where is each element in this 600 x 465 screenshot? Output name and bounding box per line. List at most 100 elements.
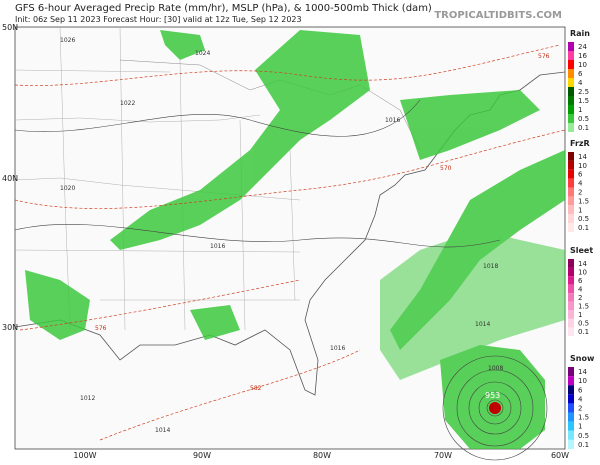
legend-level: 1.5 — [578, 97, 589, 105]
legend-level: 0.5 — [578, 432, 589, 440]
legend-swatch — [568, 394, 574, 404]
legend-swatch — [568, 152, 574, 161]
legend-level: 1.5 — [578, 303, 589, 311]
legend-level: 24 — [578, 43, 587, 51]
legend-swatch — [568, 51, 574, 60]
isobar-label: 1014 — [155, 427, 170, 434]
legend-swatch — [568, 412, 574, 422]
legend-level: 1.5 — [578, 414, 589, 422]
legend-level: 1 — [578, 106, 582, 114]
legend-swatch — [568, 284, 574, 294]
thickness-label: 576 — [95, 325, 107, 332]
legend-swatch — [568, 376, 574, 386]
legend-swatch — [568, 78, 574, 87]
legend-swatch — [568, 123, 574, 132]
legend-level: 1.5 — [578, 197, 589, 205]
legend-swatch — [568, 301, 574, 311]
legend-swatch — [568, 187, 574, 197]
credit: TROPICALTIDBITS.COM — [434, 10, 562, 21]
isobar-label: 1022 — [120, 100, 135, 107]
legend-swatch — [568, 293, 574, 302]
map: 1026 1024 1022 1020 1016 1016 1016 1018 … — [14, 26, 566, 461]
legend-swatch — [568, 318, 574, 328]
isobar-label: 1014 — [475, 321, 490, 328]
legend-title: FrzR — [570, 139, 590, 148]
legend-swatch — [568, 42, 574, 51]
legend-level: 4 — [578, 180, 583, 188]
legend-level: 0.1 — [578, 124, 589, 132]
legend-level: 2 — [578, 294, 582, 302]
thickness-label: 576 — [538, 53, 550, 60]
legend-swatch — [568, 267, 574, 277]
legend-level: 0.5 — [578, 115, 589, 123]
isobar-label: 1024 — [195, 50, 210, 57]
isobar-label: 1018 — [483, 263, 498, 270]
legend-level: 14 — [578, 260, 587, 268]
legend-level: 0.1 — [578, 224, 589, 232]
legend-swatch — [568, 87, 574, 96]
longitude-label: 80W — [313, 451, 331, 460]
legend-level: 6 — [578, 277, 583, 285]
legend-swatch — [568, 178, 574, 188]
legend-title: Rain — [570, 29, 590, 38]
isobars — [14, 99, 548, 461]
isobar-label: 1016 — [330, 345, 345, 352]
legend-swatch — [568, 160, 574, 170]
legend-level: 10 — [578, 162, 587, 170]
legend-swatch — [568, 259, 574, 268]
hurricane-pressure: 953 — [485, 391, 500, 400]
legend-level: 1 — [578, 423, 582, 431]
legend-swatch — [568, 69, 574, 78]
legend-level: 6 — [578, 171, 583, 179]
isobar-label: 1016 — [385, 117, 400, 124]
precip-areas — [25, 30, 565, 449]
longitude-label: 70W — [434, 451, 452, 460]
legend-level: 4 — [578, 285, 583, 293]
legend-swatch — [568, 114, 574, 123]
hurricane-core — [489, 402, 501, 414]
legend-level: 0.1 — [578, 441, 589, 449]
legend-title: Sleet — [570, 246, 593, 255]
legend-swatch — [568, 276, 574, 285]
legend-level: 14 — [578, 153, 587, 161]
legend-swatch — [568, 105, 574, 114]
legend-level: 10 — [578, 377, 587, 385]
legend-level: 2 — [578, 405, 582, 413]
legend-swatch — [568, 310, 574, 319]
legend-level: 2 — [578, 189, 582, 197]
legend-level: 2.5 — [578, 88, 589, 96]
legend-swatch — [568, 327, 574, 336]
legend-level: 0.1 — [578, 328, 589, 336]
legend-level: 0.5 — [578, 215, 589, 223]
legend-level: 1 — [578, 311, 582, 319]
legend-level: 16 — [578, 52, 587, 60]
isobar-label: 1016 — [210, 243, 225, 250]
legend-swatch — [568, 385, 574, 395]
legend-swatch — [568, 421, 574, 431]
legend-level: 14 — [578, 368, 587, 376]
legend-level: 6 — [578, 70, 583, 78]
legend-title: Snow — [570, 354, 595, 363]
latitude-label: 50N — [2, 23, 18, 32]
legend-swatch — [568, 367, 574, 377]
subtitle: Init: 06z Sep 11 2023 Forecast Hour: [30… — [15, 15, 302, 24]
legend-swatch — [568, 60, 574, 69]
legend: Rain241610642.51.510.50.1FrzR14106421.51… — [568, 29, 595, 449]
isobar-label: 1008 — [488, 365, 503, 372]
legend-level: 1 — [578, 206, 582, 214]
legend-swatch — [568, 214, 574, 224]
legend-swatch — [568, 96, 574, 105]
thickness-lines — [14, 44, 566, 441]
legend-level: 10 — [578, 61, 587, 69]
legend-level: 0.5 — [578, 320, 589, 328]
isobar-label: 1026 — [60, 37, 75, 44]
legend-swatch — [568, 223, 574, 232]
latitude-label: 30N — [2, 323, 18, 332]
longitude-label: 90W — [193, 451, 211, 460]
legend-swatch — [568, 403, 574, 413]
legend-level: 4 — [578, 79, 583, 87]
legend-swatch — [568, 205, 574, 215]
thickness-label: 570 — [440, 165, 452, 172]
legend-swatch — [568, 196, 574, 206]
